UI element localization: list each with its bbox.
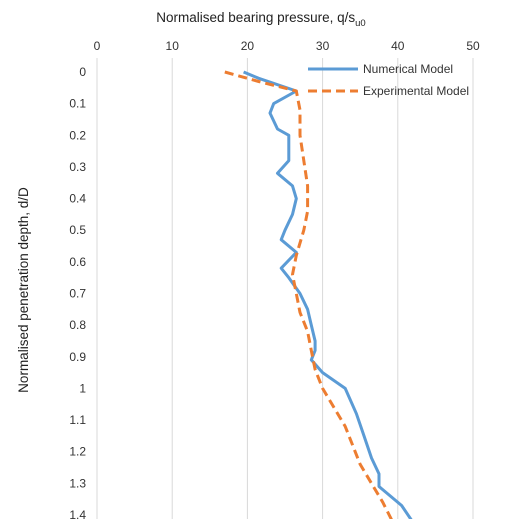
series-line-numerical — [243, 70, 413, 519]
legend: Numerical Model Experimental Model — [308, 62, 469, 98]
x-tick-label: 10 — [166, 39, 180, 53]
y-tick-label: 0.2 — [69, 128, 86, 142]
y-tick-label: 1.3 — [69, 476, 86, 490]
y-tick-label: 0.5 — [69, 223, 86, 237]
legend-label-numerical: Numerical Model — [363, 62, 453, 76]
legend-label-experimental: Experimental Model — [363, 84, 469, 98]
y-tick-label: 0.8 — [69, 318, 86, 332]
y-axis-title: Normalised penetration depth, d/D — [16, 187, 31, 393]
y-tick-label: 1 — [79, 381, 86, 395]
y-tick-label: 0.7 — [69, 287, 86, 301]
y-tick-label: 1.2 — [69, 445, 86, 459]
series-line-experimental — [224, 70, 393, 519]
y-axis-ticks: 0 0.1 0.2 0.3 0.4 0.5 0.6 0.7 0.8 0.9 1 1.1 1.2 1.3 1.… — [69, 65, 86, 519]
y-tick-label: 0.6 — [69, 255, 86, 269]
y-tick-label: 0.4 — [69, 192, 86, 206]
series-lines — [224, 70, 413, 519]
x-axis-title: Normalised bearing pressure, q/su0 — [156, 10, 365, 29]
y-tick-label: 0.1 — [69, 97, 86, 111]
y-tick-label: 1.4 — [69, 508, 86, 519]
y-tick-label: 0.9 — [69, 350, 86, 364]
x-tick-label: 0 — [94, 39, 101, 53]
y-tick-label: 0 — [79, 65, 86, 79]
y-tick-label: 1.1 — [69, 413, 86, 427]
x-tick-label: 50 — [466, 39, 480, 53]
x-axis-title-subscript: u0 — [355, 18, 366, 29]
x-axis-title-main: Normalised bearing pressure, q/s — [156, 10, 355, 25]
x-tick-label: 30 — [316, 39, 330, 53]
gridlines — [96, 58, 474, 519]
x-tick-label: 40 — [391, 39, 405, 53]
x-axis-ticks: 0 10 20 30 40 50 — [94, 39, 480, 53]
y-tick-label: 0.3 — [69, 160, 86, 174]
x-tick-label: 20 — [241, 39, 255, 53]
